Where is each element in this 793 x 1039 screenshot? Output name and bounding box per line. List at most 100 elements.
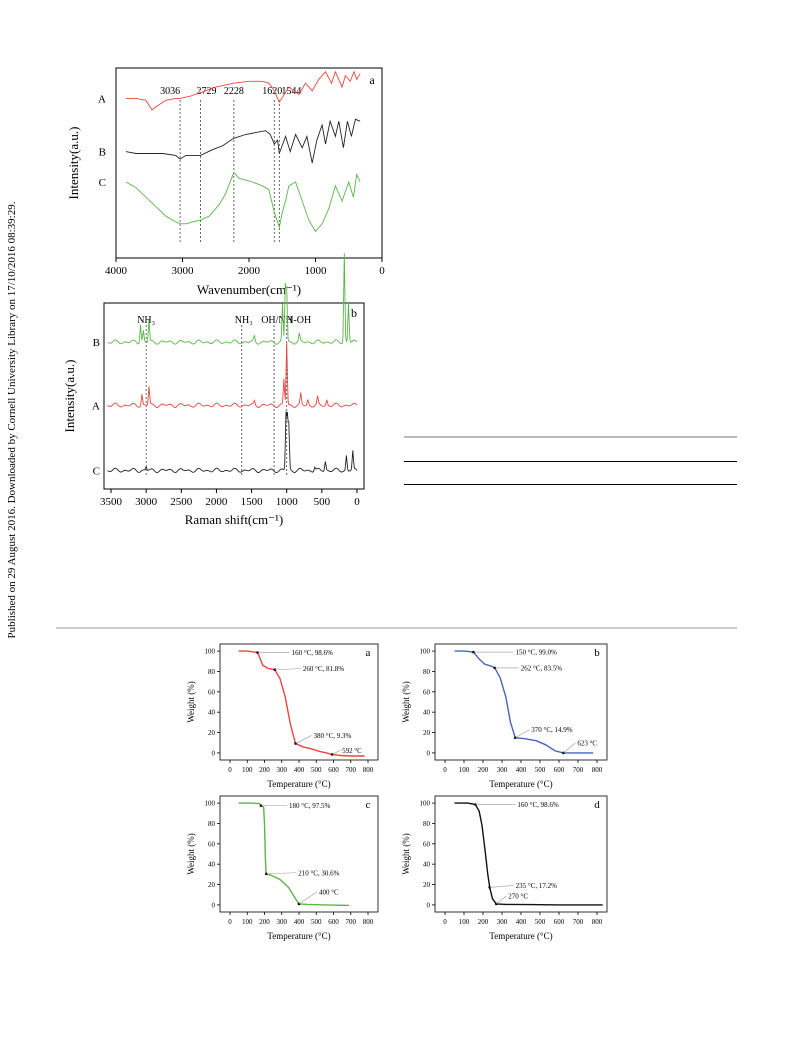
- annotation-label: 270 °C: [508, 892, 528, 900]
- y-axis-label: Weight (%): [401, 681, 411, 723]
- x-axis-label: Temperature (°C): [267, 779, 330, 789]
- panel-label: a: [366, 647, 371, 659]
- annotation-label: 370 °C, 14.9%: [531, 726, 572, 734]
- peak-label: 2729: [197, 86, 217, 97]
- tga-curve: [454, 650, 594, 754]
- x-axis-label: Wavenumber(cm⁻¹): [197, 282, 301, 297]
- x-tick-label: 0: [379, 265, 385, 277]
- series-line-B: [125, 118, 361, 164]
- x-tick-label: 100: [242, 766, 253, 774]
- peak-label: 1620: [262, 86, 282, 97]
- x-axis-label: Temperature (°C): [489, 931, 552, 941]
- y-tick-label: 0: [212, 901, 216, 909]
- tga-curve: [238, 802, 350, 907]
- y-tick-label: 100: [420, 648, 431, 656]
- annotation-leader: [331, 750, 341, 755]
- y-tick-label: 80: [423, 668, 431, 676]
- x-tick-label: 0: [228, 766, 232, 774]
- x-tick-label: 1500: [241, 496, 264, 508]
- annotation-point: [514, 736, 517, 740]
- publication-note: Published on 29 August 2016. Downloaded …: [6, 201, 18, 639]
- x-tick-label: 300: [277, 918, 288, 926]
- x-tick-label: 0: [443, 918, 447, 926]
- annotation-leader: [515, 729, 530, 738]
- series-label: B: [99, 147, 106, 159]
- x-tick-label: 500: [314, 496, 331, 508]
- y-tick-label: 60: [208, 688, 216, 696]
- y-tick-label: 80: [208, 820, 216, 828]
- table-bottom-rule: [404, 484, 737, 485]
- plot-frame: [103, 302, 365, 490]
- y-tick-label: 100: [420, 800, 431, 808]
- y-tick-label: 20: [208, 729, 216, 737]
- panel-label: b: [594, 647, 600, 659]
- annotation-label: 400 °C: [319, 888, 339, 896]
- x-tick-label: 300: [497, 918, 508, 926]
- tga-chart-c: 0 100 200 300 400 500 600 700 800 0 20 40 60 80 100 Tem…: [186, 795, 379, 941]
- y-axis-label: Intensity(a.u.): [66, 127, 81, 200]
- x-tick-label: 600: [328, 918, 339, 926]
- x-tick-label: 700: [573, 766, 584, 774]
- annotation-label: 150 °C, 99.0%: [516, 649, 557, 657]
- series-line-C: [107, 411, 358, 474]
- y-tick-label: 100: [205, 800, 216, 808]
- series-line-A: [126, 70, 361, 111]
- y-tick-label: 40: [423, 709, 431, 717]
- x-tick-label: 600: [554, 918, 565, 926]
- y-tick-label: 20: [208, 881, 216, 889]
- annotation-leader: [274, 668, 301, 670]
- y-tick-label: 40: [423, 861, 431, 869]
- x-axis-label: Temperature (°C): [267, 931, 330, 941]
- x-tick-label: 100: [242, 918, 253, 926]
- table-top-rule: [404, 436, 737, 438]
- x-tick-label: 700: [573, 918, 584, 926]
- annotation-label: 592 °C: [342, 747, 362, 755]
- y-tick-label: 60: [423, 688, 431, 696]
- x-tick-label: 200: [259, 918, 270, 926]
- annotation-point: [259, 804, 263, 807]
- annotation-point: [493, 666, 497, 670]
- x-axis-label: Raman shift(cm⁻¹): [185, 512, 283, 527]
- series-label: A: [92, 400, 100, 412]
- x-tick-label: 2500: [170, 496, 193, 508]
- y-axis-label: Weight (%): [186, 681, 196, 723]
- annotation-label: 260 °C, 81.8%: [303, 665, 344, 673]
- plot-frame: [219, 795, 379, 913]
- annotation-leader: [489, 885, 514, 888]
- x-tick-label: 100: [459, 918, 470, 926]
- x-tick-label: 600: [554, 766, 565, 774]
- annotation-leader: [563, 742, 576, 754]
- annotation-point: [264, 872, 268, 876]
- annotation-leader: [298, 891, 318, 905]
- x-tick-label: 2000: [205, 496, 228, 508]
- y-tick-label: 0: [212, 749, 216, 757]
- ftir-spectra-chart: 4000 3000 2000 1000 0 Wavenumber(cm⁻¹) Intensi…: [66, 67, 385, 297]
- tga-curve: [238, 650, 365, 757]
- panel-label: d: [594, 799, 600, 811]
- y-axis-label: Intensity(a.u.): [62, 360, 77, 433]
- x-tick-label: 200: [478, 766, 489, 774]
- annotation-leader: [295, 735, 312, 744]
- x-tick-label: 400: [516, 918, 527, 926]
- y-tick-label: 0: [427, 749, 431, 757]
- x-tick-label: 400: [516, 766, 527, 774]
- x-tick-label: 200: [259, 766, 270, 774]
- y-tick-label: 60: [423, 840, 431, 848]
- peak-label: OH/NH: [261, 315, 293, 326]
- x-tick-label: 800: [363, 918, 374, 926]
- annotation-label: 160 °C, 98.6%: [517, 801, 558, 809]
- peak-label: 2228: [224, 86, 244, 97]
- x-tick-label: 3000: [172, 265, 195, 277]
- x-tick-label: 800: [363, 766, 374, 774]
- annotation-label: 623 °C: [577, 739, 597, 747]
- y-tick-label: 60: [208, 840, 216, 848]
- x-tick-label: 500: [311, 766, 322, 774]
- plot-frame: [115, 67, 383, 259]
- annotation-leader: [266, 872, 297, 875]
- tga-chart-a: 0 100 200 300 400 500 600 700 800 0 20 40 60 80 100 Tem…: [186, 643, 379, 789]
- x-axis-label: Temperature (°C): [489, 779, 552, 789]
- series-line-C: [125, 171, 361, 233]
- y-tick-label: 80: [208, 668, 216, 676]
- x-tick-label: 100: [459, 766, 470, 774]
- x-tick-label: 3500: [100, 496, 123, 508]
